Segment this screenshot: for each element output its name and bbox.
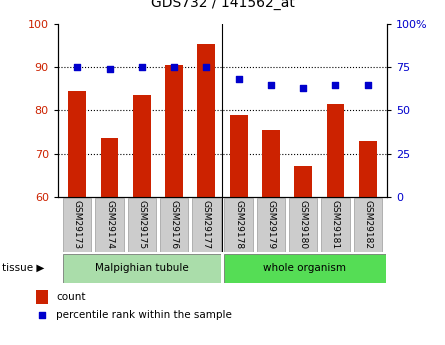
Text: GSM29174: GSM29174: [105, 200, 114, 249]
Text: GSM29176: GSM29176: [170, 200, 178, 249]
FancyBboxPatch shape: [63, 198, 91, 252]
Text: GSM29180: GSM29180: [299, 200, 307, 249]
FancyBboxPatch shape: [128, 198, 156, 252]
Text: whole organism: whole organism: [263, 263, 346, 273]
FancyBboxPatch shape: [95, 198, 124, 252]
FancyBboxPatch shape: [321, 198, 350, 252]
Text: GSM29175: GSM29175: [138, 200, 146, 249]
Bar: [36, 290, 48, 304]
Bar: [69, 91, 86, 197]
Point: [299, 85, 307, 91]
Text: Malpighian tubule: Malpighian tubule: [95, 263, 189, 273]
FancyBboxPatch shape: [224, 198, 253, 252]
Text: GDS732 / 141562_at: GDS732 / 141562_at: [150, 0, 295, 10]
FancyBboxPatch shape: [289, 198, 317, 252]
Point: [364, 82, 371, 87]
Text: GSM29181: GSM29181: [331, 200, 340, 249]
Bar: [198, 43, 215, 197]
FancyBboxPatch shape: [192, 198, 221, 252]
Bar: [294, 167, 312, 197]
Text: GSM29179: GSM29179: [267, 200, 275, 249]
Text: GSM29182: GSM29182: [363, 200, 372, 249]
Text: GSM29178: GSM29178: [234, 200, 243, 249]
FancyBboxPatch shape: [160, 198, 188, 252]
Text: count: count: [57, 292, 86, 302]
Point: [74, 65, 81, 70]
Bar: [262, 130, 280, 197]
Bar: [230, 115, 247, 197]
Bar: [327, 104, 344, 197]
FancyBboxPatch shape: [257, 198, 285, 252]
Point: [203, 65, 210, 70]
Point: [170, 65, 178, 70]
Point: [38, 312, 45, 318]
Point: [267, 82, 275, 87]
Text: GSM29177: GSM29177: [202, 200, 211, 249]
FancyBboxPatch shape: [354, 198, 382, 252]
Text: percentile rank within the sample: percentile rank within the sample: [57, 310, 232, 320]
Point: [138, 65, 146, 70]
Text: tissue ▶: tissue ▶: [2, 263, 44, 273]
Bar: [165, 65, 183, 197]
Bar: [133, 95, 151, 197]
Point: [332, 82, 339, 87]
Point: [235, 77, 242, 82]
Bar: [101, 138, 118, 197]
Point: [106, 66, 113, 72]
Text: GSM29173: GSM29173: [73, 200, 82, 249]
Bar: [359, 141, 376, 197]
